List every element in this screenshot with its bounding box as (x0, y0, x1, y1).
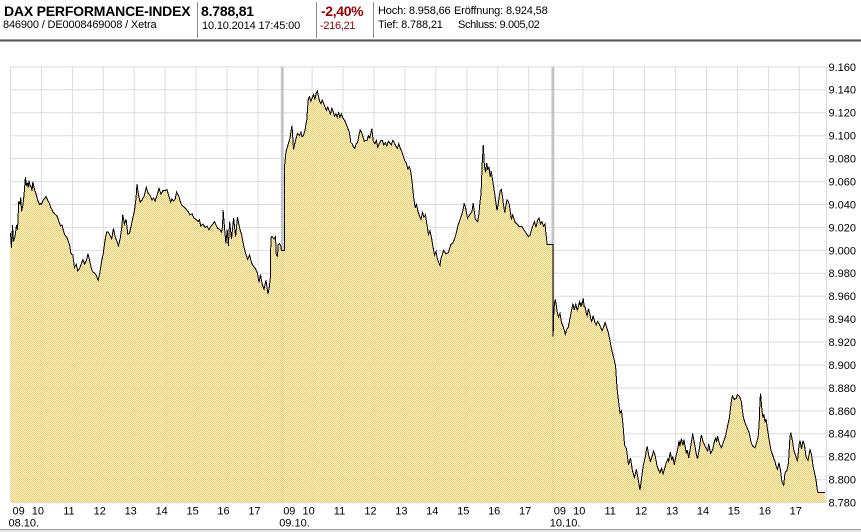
svg-text:8.900: 8.900 (829, 360, 857, 372)
svg-text:14: 14 (697, 506, 709, 518)
svg-text:15: 15 (457, 506, 469, 518)
svg-text:11: 11 (334, 506, 345, 518)
svg-text:9.080: 9.080 (829, 154, 857, 166)
svg-text:09: 09 (13, 506, 25, 518)
svg-text:17: 17 (790, 506, 802, 518)
svg-text:9.060: 9.060 (829, 177, 857, 189)
svg-text:9.000: 9.000 (829, 245, 857, 257)
svg-text:9.140: 9.140 (829, 85, 857, 97)
svg-text:16: 16 (759, 506, 771, 518)
svg-text:10: 10 (302, 506, 314, 518)
svg-text:14: 14 (156, 506, 168, 518)
svg-text:15: 15 (728, 506, 740, 518)
svg-text:09: 09 (554, 506, 566, 518)
svg-text:12: 12 (94, 506, 106, 518)
svg-text:12: 12 (635, 506, 647, 518)
svg-text:9.100: 9.100 (829, 131, 857, 143)
svg-text:10.10.: 10.10. (550, 518, 581, 530)
svg-text:9.120: 9.120 (829, 108, 857, 120)
svg-text:9.020: 9.020 (829, 222, 857, 234)
svg-text:8.820: 8.820 (829, 452, 857, 464)
svg-text:15: 15 (186, 506, 198, 518)
svg-text:8.960: 8.960 (829, 291, 857, 303)
svg-text:8.860: 8.860 (829, 406, 857, 418)
svg-text:12: 12 (364, 506, 376, 518)
svg-text:17: 17 (248, 506, 260, 518)
svg-text:8.940: 8.940 (829, 314, 857, 326)
svg-text:8.880: 8.880 (829, 383, 857, 395)
svg-text:10: 10 (573, 506, 585, 518)
svg-text:13: 13 (125, 506, 137, 518)
svg-text:8.980: 8.980 (829, 268, 857, 280)
svg-text:11: 11 (604, 506, 615, 518)
svg-text:8.920: 8.920 (829, 337, 857, 349)
svg-text:10: 10 (32, 506, 44, 518)
svg-text:9.040: 9.040 (829, 199, 857, 211)
svg-text:11: 11 (63, 506, 74, 518)
svg-text:16: 16 (217, 506, 229, 518)
svg-text:09.10.: 09.10. (279, 518, 310, 530)
svg-text:16: 16 (488, 506, 500, 518)
svg-text:09: 09 (283, 506, 295, 518)
svg-text:17: 17 (519, 506, 531, 518)
svg-text:08.10.: 08.10. (9, 518, 40, 530)
svg-text:8.800: 8.800 (829, 475, 857, 487)
svg-text:13: 13 (666, 506, 678, 518)
svg-text:13: 13 (395, 506, 407, 518)
svg-text:9.160: 9.160 (829, 62, 857, 74)
svg-text:8.840: 8.840 (829, 429, 857, 441)
svg-text:14: 14 (426, 506, 438, 518)
svg-text:8.780: 8.780 (829, 498, 857, 510)
